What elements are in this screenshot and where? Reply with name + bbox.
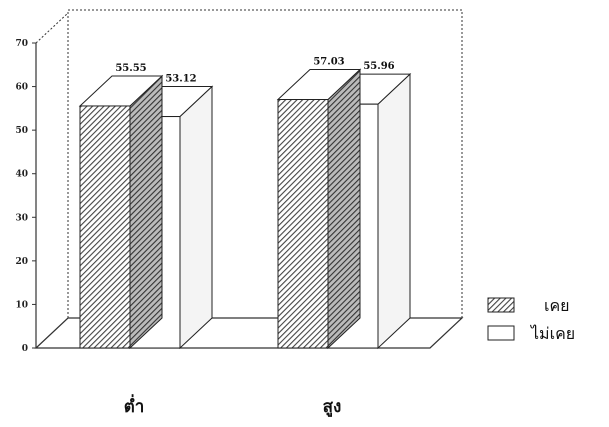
- value-labels-group: 55.55 53.12 57.03 55.96: [115, 57, 394, 85]
- legend-item: เคย: [487, 296, 570, 315]
- bar-side: [377, 73, 411, 350]
- bar-front: [277, 99, 329, 349]
- y-tick-label: 50: [15, 126, 28, 136]
- y-axis: 0 10 20 30 40 50 60 70: [15, 12, 69, 354]
- legend-swatch: [487, 297, 515, 313]
- bar-side: [129, 74, 163, 350]
- x-tick-label: สูง: [323, 397, 342, 418]
- data-label: 55.55: [115, 63, 146, 74]
- legend-label: ไม่เคย: [529, 324, 575, 343]
- bar-side: [327, 68, 361, 350]
- data-label: 55.96: [363, 61, 394, 72]
- y-tick-label: 0: [22, 344, 28, 354]
- legend-swatch: [487, 325, 515, 341]
- bars-group: [78, 68, 412, 350]
- y-tick-label: 40: [15, 170, 28, 180]
- bar-side: [179, 85, 213, 350]
- y-tick-label: 30: [15, 213, 28, 223]
- axis-depth-line: [35, 12, 69, 44]
- legend-label: เคย: [544, 296, 570, 315]
- back-wall: [67, 9, 463, 318]
- y-tick-label: 10: [15, 300, 28, 310]
- x-tick-label: ต่ำ: [124, 394, 145, 417]
- data-label: 53.12: [165, 74, 196, 85]
- bar-front: [79, 105, 131, 349]
- y-tick-label: 20: [15, 257, 28, 267]
- y-tick-label: 60: [15, 83, 28, 93]
- legend-item: ไม่เคย: [487, 324, 575, 343]
- y-tick-label: 70: [15, 39, 28, 49]
- data-label: 57.03: [313, 57, 344, 68]
- category-labels-group: ต่ำ สูง: [124, 394, 342, 418]
